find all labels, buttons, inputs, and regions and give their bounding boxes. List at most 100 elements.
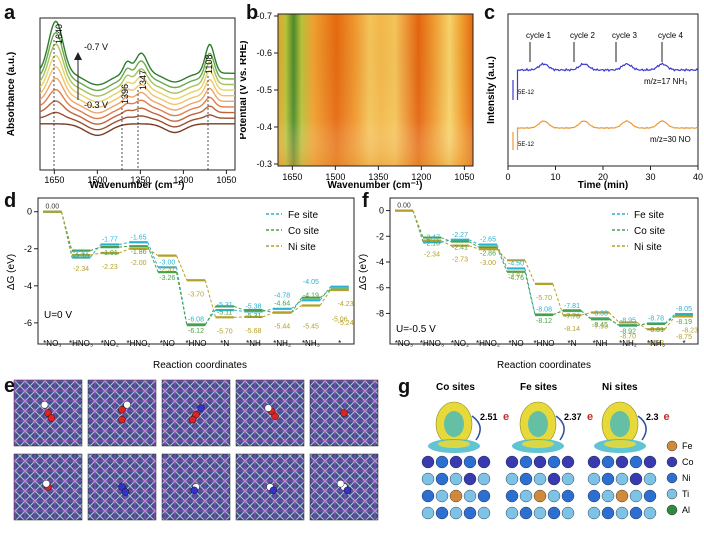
element-legend: Fe Co Ni Ti Al xyxy=(666,440,694,516)
lattice-atom xyxy=(463,506,477,520)
panel-b-chart: 1650 1500 1350 1200 1050 -0.7-0.6-0.5-0.4-0.… xyxy=(240,11,474,190)
arrow-head xyxy=(74,52,82,60)
charge-column: Ni sites 2.3 e xyxy=(587,382,670,520)
no-scale: 5E-12 xyxy=(518,142,535,148)
value-label: -2.47 xyxy=(424,234,440,241)
charge-column: Fe sites 2.37 e xyxy=(505,382,593,520)
lattice-atom xyxy=(643,506,657,520)
panel-label-d: d xyxy=(4,190,17,212)
lattice-atom xyxy=(547,506,561,520)
lattice-atom xyxy=(519,506,533,520)
adsorbate-atom xyxy=(118,406,126,414)
xtick-label: 1500 xyxy=(325,172,345,182)
lattice-atom xyxy=(477,472,491,486)
legend-co: Co site xyxy=(288,226,320,237)
value-label: -4.50 xyxy=(508,260,524,267)
legend-swatch xyxy=(666,488,678,500)
legend-label: Fe xyxy=(682,441,693,451)
value-label: -8.78 xyxy=(648,315,664,322)
lattice-atom xyxy=(519,472,533,486)
panel-a-frame xyxy=(39,17,236,171)
xtick-label: *HNO xyxy=(534,339,555,348)
panel-f-plot: 0.00 -2.47 -2.27 -2.65 -4.50 -8.08 -7.81 -8.38 -… xyxy=(395,203,698,347)
lattice-atom xyxy=(547,455,561,469)
xtick-label: *NO₃ xyxy=(43,339,61,348)
panel-d-condition: U=0 V xyxy=(44,310,72,321)
value-label: -5.31 xyxy=(217,302,233,309)
charge-lobe xyxy=(522,440,554,448)
lattice-atom xyxy=(449,506,463,520)
cycle-1-label: cycle 1 xyxy=(526,31,551,40)
lattice-atom xyxy=(435,472,449,486)
lattice-atom xyxy=(561,455,575,469)
absorbance-curve xyxy=(40,111,235,131)
legend-label: Al xyxy=(682,505,690,515)
absorbance-curve xyxy=(40,54,235,103)
cycle-markers: cycle 1 cycle 2 cycle 3 cycle 4 xyxy=(526,31,683,62)
lattice-atom xyxy=(643,489,657,503)
xtick-label: *NH₃ xyxy=(302,339,320,348)
energy-connector xyxy=(118,245,130,248)
value-label: -2.34 xyxy=(73,266,89,273)
transfer-arrow xyxy=(555,415,565,441)
xtick-label: 1350 xyxy=(130,175,150,185)
panel-label-c: c xyxy=(484,2,496,24)
energy-connector xyxy=(262,312,274,318)
value-label: -3.00 xyxy=(159,259,175,266)
lattice-atom xyxy=(533,472,547,486)
energy-connector xyxy=(496,248,508,261)
value-label: -2.47 xyxy=(73,249,89,256)
ytick-label: -2 xyxy=(376,231,384,241)
value-label: 0.00 xyxy=(46,204,60,211)
transfer-arrow xyxy=(637,415,647,441)
value-label: -2.27 xyxy=(452,232,468,239)
energy-connector xyxy=(468,245,480,250)
value-label: -9.23 xyxy=(648,340,664,347)
electron-symbol: e xyxy=(503,411,509,423)
absorbance-curve xyxy=(40,88,235,120)
energy-connector xyxy=(90,246,101,252)
xtick-label: *NH₃ xyxy=(647,339,665,348)
xtick-label: * xyxy=(338,339,341,348)
cycle-4-label: cycle 4 xyxy=(658,31,683,40)
adsorption-structure xyxy=(87,379,157,447)
panel-f-chart: 0.00 -2.47 -2.27 -2.65 -4.50 -8.08 -7.81 -8.38 -… xyxy=(358,197,699,371)
lattice-atom xyxy=(477,506,491,520)
ytick-label: -0.5 xyxy=(256,85,272,95)
lattice-atom xyxy=(615,506,629,520)
charge-lobe xyxy=(604,440,636,448)
value-label: -2.73 xyxy=(452,257,468,264)
peak-label-1640: 1640 xyxy=(54,24,64,44)
xtick-label: *N xyxy=(568,339,577,348)
adsorbate-atom xyxy=(271,412,279,420)
legend-ni: Ni site xyxy=(634,242,662,253)
legend-co: Co site xyxy=(634,226,666,237)
xtick-label: * xyxy=(682,339,685,348)
value-label: -8.75 xyxy=(676,334,692,341)
panel-b-yticks: -0.7 -0.6 -0.5 -0.4 -0.3 xyxy=(256,11,278,169)
value-label: -8.23 xyxy=(682,327,698,334)
value-label: -5.24 xyxy=(338,320,354,327)
energy-connector xyxy=(290,297,303,313)
energy-connector xyxy=(118,241,130,245)
energy-connector xyxy=(608,318,620,326)
xtick-label: 1050 xyxy=(216,175,236,185)
legend-fe: Fe site xyxy=(634,210,664,221)
value-label: -2.10 xyxy=(73,254,89,261)
energy-connector xyxy=(175,272,188,326)
panel-label-g: g xyxy=(398,376,411,398)
value-label: -5.38 xyxy=(245,303,261,310)
adsorbate-atom xyxy=(47,414,56,422)
panel-label-a: a xyxy=(4,2,16,24)
xtick-label: *NO xyxy=(160,339,175,348)
adsorbate-atom xyxy=(42,479,50,488)
ytick-label: -6 xyxy=(24,318,32,328)
value-label: -4.23 xyxy=(338,301,354,308)
structure-grid xyxy=(13,379,379,521)
energy-connector xyxy=(147,248,159,257)
energy-connector xyxy=(233,309,245,312)
adsorbate-atom xyxy=(340,409,348,417)
adsorption-structure xyxy=(13,453,83,521)
panel-a-xlabel: Wavenumber (cm⁻¹) xyxy=(90,180,185,190)
panel-f-xticks: *NO₃ *HNO₃ *NO₂ *HNO₂ *NO *HNO *N *NH *NH₂ *NH₃ * xyxy=(395,339,686,348)
